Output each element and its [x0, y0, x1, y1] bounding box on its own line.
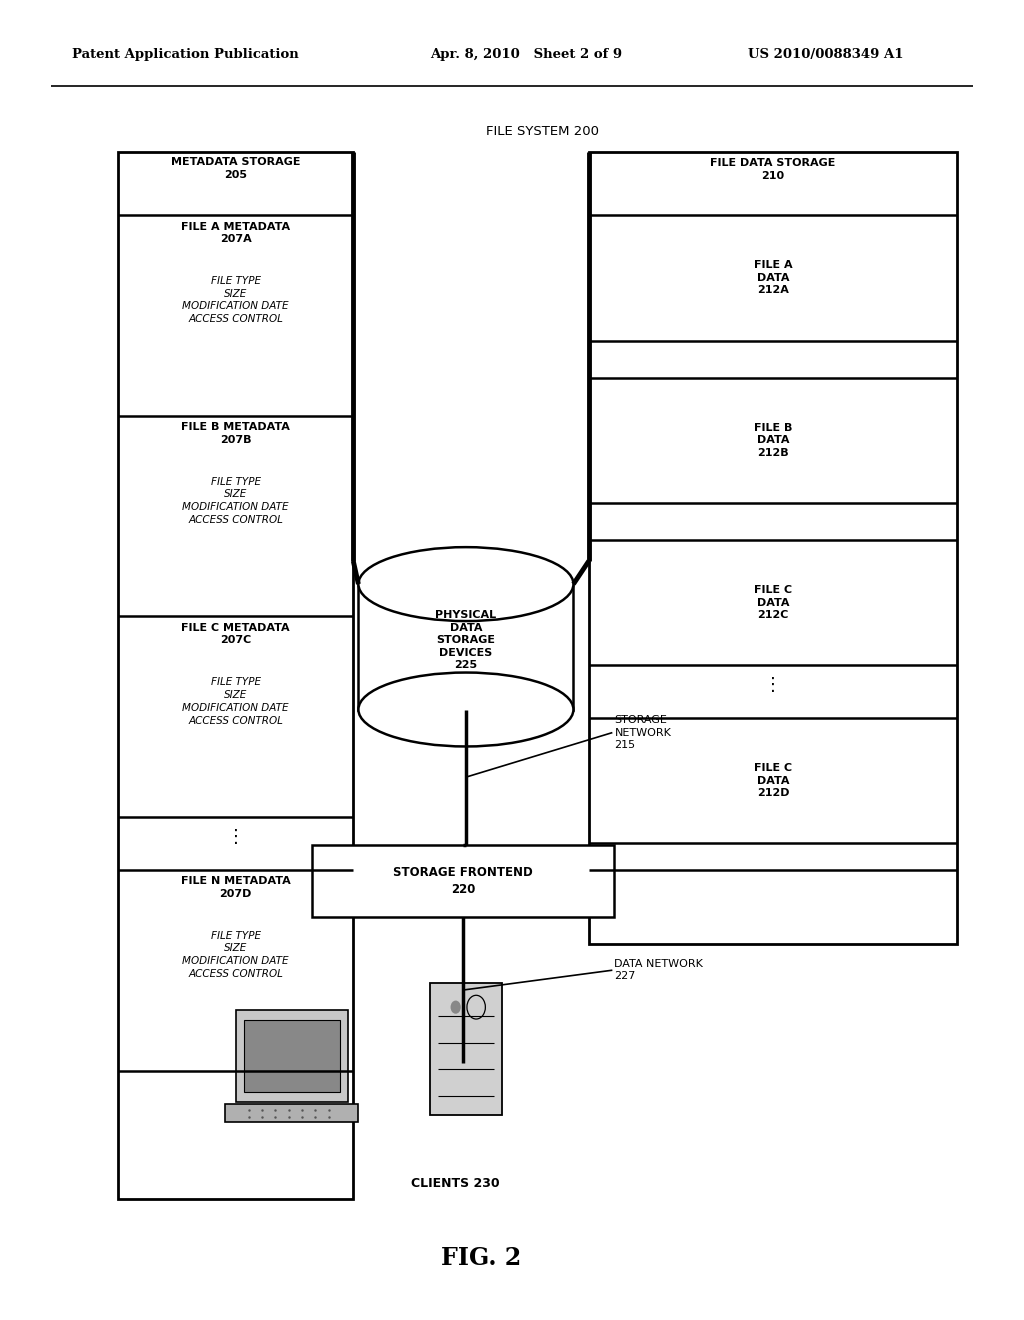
Text: DATA NETWORK
227: DATA NETWORK 227	[614, 960, 703, 981]
Text: FILE A
DATA
212A: FILE A DATA 212A	[754, 260, 793, 296]
Text: FILE TYPE
SIZE
MODIFICATION DATE
ACCESS CONTROL: FILE TYPE SIZE MODIFICATION DATE ACCESS …	[182, 276, 289, 325]
Text: FILE B
DATA
212B: FILE B DATA 212B	[754, 422, 793, 458]
Text: ⋮: ⋮	[226, 828, 245, 846]
Text: FILE TYPE
SIZE
MODIFICATION DATE
ACCESS CONTROL: FILE TYPE SIZE MODIFICATION DATE ACCESS …	[182, 677, 289, 726]
Circle shape	[451, 1001, 461, 1014]
Bar	[430, 983, 502, 1115]
Text: FILE TYPE
SIZE
MODIFICATION DATE
ACCESS CONTROL: FILE TYPE SIZE MODIFICATION DATE ACCESS …	[182, 931, 289, 979]
Text: FILE C METADATA
207C: FILE C METADATA 207C	[181, 623, 290, 645]
Ellipse shape	[358, 672, 573, 747]
Bar	[312, 845, 614, 917]
Bar	[244, 1020, 340, 1092]
Ellipse shape	[358, 546, 573, 622]
Text: ⋮: ⋮	[764, 676, 782, 694]
Text: FILE DATA STORAGE
210: FILE DATA STORAGE 210	[711, 158, 836, 181]
Text: FILE N METADATA
207D: FILE N METADATA 207D	[180, 876, 291, 899]
Text: Apr. 8, 2010   Sheet 2 of 9: Apr. 8, 2010 Sheet 2 of 9	[430, 48, 623, 61]
Text: PHYSICAL
DATA
STORAGE
DEVICES
225: PHYSICAL DATA STORAGE DEVICES 225	[435, 610, 497, 671]
Bar	[589, 152, 957, 944]
Bar	[358, 583, 573, 710]
Bar	[236, 1010, 348, 1102]
Text: FILE C
DATA
212D: FILE C DATA 212D	[754, 763, 793, 799]
Text: METADATA STORAGE
205: METADATA STORAGE 205	[171, 157, 300, 180]
Text: FILE C
DATA
212C: FILE C DATA 212C	[754, 585, 793, 620]
Bar	[118, 152, 353, 1199]
Text: FILE B METADATA
207B: FILE B METADATA 207B	[181, 422, 290, 445]
Bar	[225, 1104, 358, 1122]
Text: STORAGE
NETWORK
215: STORAGE NETWORK 215	[614, 715, 672, 750]
Text: FILE TYPE
SIZE
MODIFICATION DATE
ACCESS CONTROL: FILE TYPE SIZE MODIFICATION DATE ACCESS …	[182, 477, 289, 525]
Text: FILE SYSTEM 200: FILE SYSTEM 200	[486, 125, 599, 139]
Text: STORAGE FRONTEND
220: STORAGE FRONTEND 220	[393, 866, 534, 896]
Text: FIG. 2: FIG. 2	[441, 1246, 521, 1270]
Text: CLIENTS 230: CLIENTS 230	[412, 1177, 500, 1191]
Text: US 2010/0088349 A1: US 2010/0088349 A1	[748, 48, 903, 61]
Text: Patent Application Publication: Patent Application Publication	[72, 48, 298, 61]
Text: FILE A METADATA
207A: FILE A METADATA 207A	[181, 222, 290, 244]
